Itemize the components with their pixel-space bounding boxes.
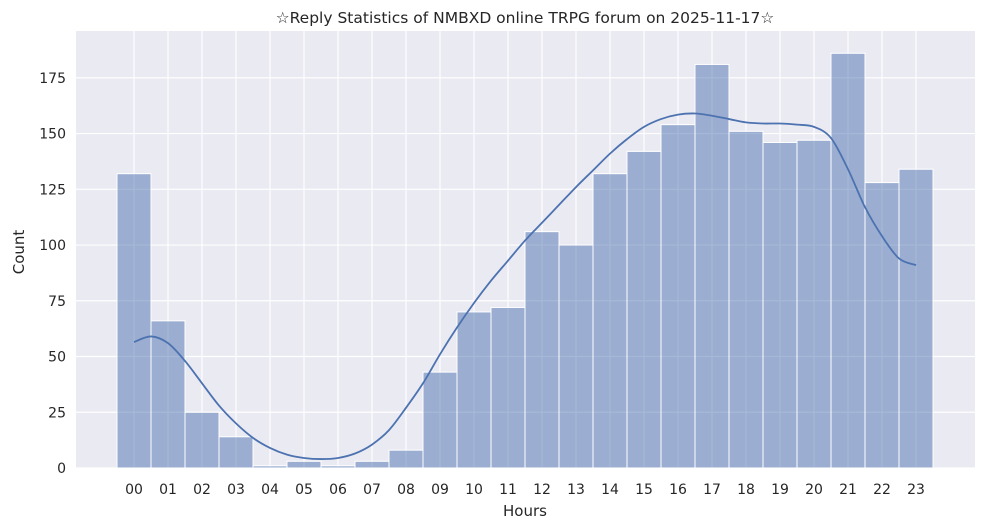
bar [626, 150, 662, 469]
x-tick-labels: 00 01 02 03 04 05 06 07 08 09 10 11 12 13 14 15 16 17 18 19… [125, 482, 925, 498]
x-tick-label: 00 [125, 482, 143, 498]
x-tick-label: 01 [159, 482, 177, 498]
bar [388, 449, 424, 469]
bar [422, 371, 458, 469]
x-tick-label: 02 [193, 482, 211, 498]
bar [898, 168, 934, 469]
y-tick-label: 25 [48, 405, 66, 421]
x-tick-label: 10 [465, 482, 483, 498]
x-tick-label: 19 [771, 482, 789, 498]
x-tick-label: 08 [397, 482, 415, 498]
bar [252, 465, 288, 469]
x-tick-label: 17 [703, 482, 721, 498]
x-tick-label: 06 [329, 482, 347, 498]
bar [116, 173, 152, 469]
bar [830, 52, 866, 469]
x-tick-label: 15 [635, 482, 653, 498]
x-tick-label: 20 [805, 482, 823, 498]
x-tick-label: 21 [839, 482, 857, 498]
bars [116, 52, 934, 469]
x-tick-label: 11 [499, 482, 517, 498]
kde-layer [133, 112, 917, 460]
bar [150, 320, 186, 469]
x-tick-label: 07 [363, 482, 381, 498]
x-tick-label: 09 [431, 482, 449, 498]
y-tick-label: 125 [39, 182, 66, 198]
x-tick-label: 13 [567, 482, 585, 498]
x-tick-label: 18 [737, 482, 755, 498]
y-tick-label: 100 [39, 238, 66, 254]
bar [456, 311, 492, 469]
bar [184, 411, 220, 469]
bar [354, 460, 390, 469]
kde-line [133, 112, 917, 460]
x-tick-label: 23 [907, 482, 925, 498]
x-tick-label: 16 [669, 482, 687, 498]
y-tick-label: 150 [39, 127, 66, 143]
y-tick-label: 175 [39, 71, 66, 87]
bar [660, 124, 696, 469]
y-tick-label: 0 [57, 461, 66, 477]
bar [592, 173, 628, 469]
chart-title: ☆Reply Statistics of NMBXD online TRPG f… [276, 9, 775, 27]
x-tick-label: 03 [227, 482, 245, 498]
x-tick-label: 05 [295, 482, 313, 498]
y-tick-labels: 0 25 50 75 100 125 150 175 [39, 71, 66, 477]
x-tick-label: 14 [601, 482, 619, 498]
bar [796, 139, 832, 469]
y-axis-label: Count [10, 230, 28, 275]
bar [694, 63, 730, 469]
bar [864, 182, 900, 469]
bar [728, 130, 764, 469]
bar [490, 306, 526, 469]
y-tick-label: 50 [48, 350, 66, 366]
bar [320, 465, 356, 469]
bar [218, 436, 254, 469]
bar [524, 231, 560, 469]
x-axis-label: Hours [503, 502, 547, 520]
x-tick-label: 22 [873, 482, 891, 498]
bar [762, 141, 798, 469]
x-tick-label: 12 [533, 482, 551, 498]
y-tick-label: 75 [48, 294, 66, 310]
bar [558, 244, 594, 469]
x-tick-label: 04 [261, 482, 279, 498]
bar [286, 460, 322, 469]
